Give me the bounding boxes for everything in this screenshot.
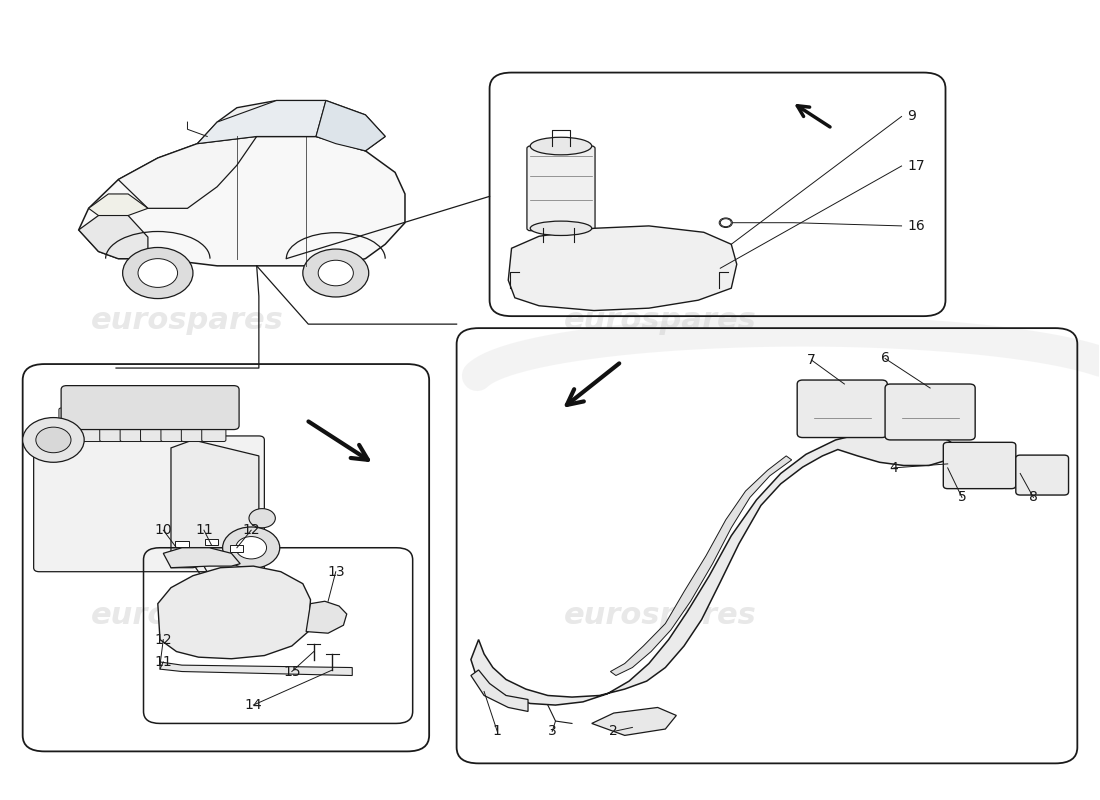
Text: 8: 8 bbox=[1028, 490, 1037, 505]
Circle shape bbox=[138, 258, 177, 287]
Text: 2: 2 bbox=[609, 725, 618, 738]
Polygon shape bbox=[79, 137, 405, 266]
Text: 4: 4 bbox=[890, 461, 899, 475]
Text: 17: 17 bbox=[908, 159, 925, 173]
Polygon shape bbox=[610, 456, 792, 675]
Text: eurospares: eurospares bbox=[563, 601, 756, 630]
FancyBboxPatch shape bbox=[120, 403, 144, 442]
Polygon shape bbox=[197, 101, 326, 144]
FancyBboxPatch shape bbox=[182, 408, 206, 442]
Text: 15: 15 bbox=[283, 665, 300, 678]
FancyBboxPatch shape bbox=[161, 408, 185, 442]
Circle shape bbox=[222, 527, 279, 569]
Bar bbox=[205, 539, 218, 546]
Text: 16: 16 bbox=[908, 219, 925, 233]
Circle shape bbox=[719, 218, 733, 227]
Bar bbox=[230, 546, 243, 552]
Polygon shape bbox=[306, 602, 346, 633]
Text: 11: 11 bbox=[154, 655, 173, 669]
FancyBboxPatch shape bbox=[34, 436, 264, 572]
FancyBboxPatch shape bbox=[1015, 455, 1068, 495]
Text: eurospares: eurospares bbox=[91, 306, 284, 334]
Polygon shape bbox=[170, 440, 258, 568]
Polygon shape bbox=[592, 707, 676, 735]
Circle shape bbox=[122, 247, 192, 298]
Text: 12: 12 bbox=[154, 633, 172, 646]
FancyBboxPatch shape bbox=[886, 384, 976, 440]
Text: eurospares: eurospares bbox=[91, 601, 284, 630]
Text: 10: 10 bbox=[154, 523, 172, 537]
FancyBboxPatch shape bbox=[944, 442, 1015, 489]
Text: 1: 1 bbox=[493, 725, 502, 738]
Ellipse shape bbox=[530, 138, 592, 155]
Text: 14: 14 bbox=[244, 698, 262, 712]
Circle shape bbox=[249, 509, 275, 528]
Polygon shape bbox=[163, 548, 240, 568]
Circle shape bbox=[318, 260, 353, 286]
Polygon shape bbox=[157, 566, 310, 658]
Text: 13: 13 bbox=[327, 565, 344, 578]
FancyBboxPatch shape bbox=[79, 408, 103, 442]
Polygon shape bbox=[471, 430, 959, 705]
Text: 7: 7 bbox=[807, 353, 816, 367]
Circle shape bbox=[302, 249, 368, 297]
Text: 5: 5 bbox=[958, 490, 967, 505]
Text: 11: 11 bbox=[195, 523, 212, 537]
Circle shape bbox=[720, 218, 732, 226]
Polygon shape bbox=[197, 101, 385, 151]
Polygon shape bbox=[160, 662, 352, 675]
Ellipse shape bbox=[530, 221, 592, 235]
FancyBboxPatch shape bbox=[62, 386, 239, 430]
Polygon shape bbox=[79, 208, 147, 258]
Polygon shape bbox=[118, 137, 256, 208]
Circle shape bbox=[235, 537, 266, 559]
Polygon shape bbox=[471, 670, 528, 711]
FancyBboxPatch shape bbox=[798, 380, 888, 438]
Polygon shape bbox=[508, 226, 737, 310]
Circle shape bbox=[23, 418, 85, 462]
Polygon shape bbox=[89, 194, 147, 215]
Text: 3: 3 bbox=[548, 725, 557, 738]
Circle shape bbox=[36, 427, 72, 453]
FancyBboxPatch shape bbox=[527, 146, 595, 230]
Bar bbox=[175, 541, 188, 547]
FancyBboxPatch shape bbox=[141, 403, 165, 442]
Text: eurospares: eurospares bbox=[563, 306, 756, 334]
FancyBboxPatch shape bbox=[201, 408, 225, 442]
Polygon shape bbox=[316, 101, 385, 151]
FancyBboxPatch shape bbox=[59, 408, 84, 442]
Text: 6: 6 bbox=[881, 351, 890, 366]
Text: 9: 9 bbox=[908, 110, 916, 123]
FancyBboxPatch shape bbox=[100, 408, 124, 442]
Text: 12: 12 bbox=[242, 523, 260, 537]
